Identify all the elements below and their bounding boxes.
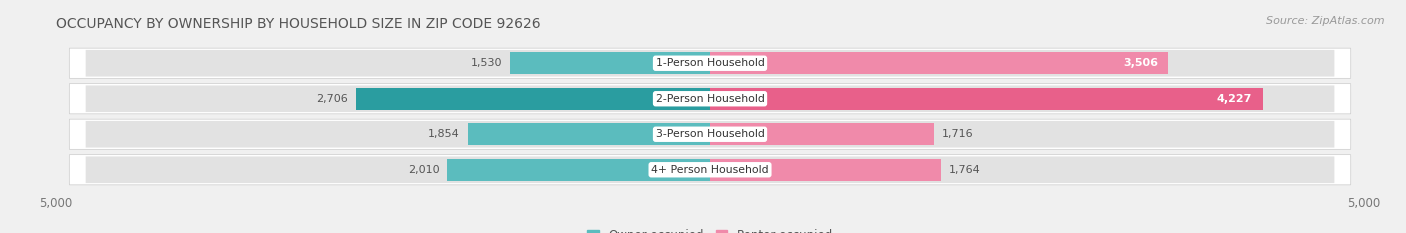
FancyBboxPatch shape [86, 156, 1334, 183]
Bar [356, 88, 710, 110]
Text: 2-Person Household: 2-Person Household [655, 94, 765, 104]
Bar [468, 123, 710, 145]
Text: 1,530: 1,530 [471, 58, 502, 68]
Bar [710, 88, 1263, 110]
Legend: Owner-occupied, Renter-occupied: Owner-occupied, Renter-occupied [586, 229, 834, 233]
Text: 4,227: 4,227 [1218, 94, 1253, 104]
Text: 3-Person Household: 3-Person Household [655, 129, 765, 139]
FancyBboxPatch shape [86, 121, 1334, 147]
FancyBboxPatch shape [69, 119, 1351, 149]
Text: OCCUPANCY BY OWNERSHIP BY HOUSEHOLD SIZE IN ZIP CODE 92626: OCCUPANCY BY OWNERSHIP BY HOUSEHOLD SIZE… [56, 17, 541, 31]
Text: Source: ZipAtlas.com: Source: ZipAtlas.com [1267, 16, 1385, 26]
FancyBboxPatch shape [86, 86, 1334, 112]
Text: 1,764: 1,764 [949, 165, 980, 175]
Text: 1,716: 1,716 [942, 129, 974, 139]
Bar [710, 52, 1168, 74]
Bar [710, 123, 935, 145]
Text: 2,706: 2,706 [316, 94, 349, 104]
Text: 4+ Person Household: 4+ Person Household [651, 165, 769, 175]
Bar [510, 52, 710, 74]
Text: 3,506: 3,506 [1123, 58, 1159, 68]
Text: 2,010: 2,010 [408, 165, 439, 175]
Bar [447, 159, 710, 181]
Text: 1-Person Household: 1-Person Household [655, 58, 765, 68]
Bar [710, 159, 941, 181]
FancyBboxPatch shape [69, 84, 1351, 114]
FancyBboxPatch shape [86, 50, 1334, 77]
FancyBboxPatch shape [69, 48, 1351, 78]
Text: 1,854: 1,854 [427, 129, 460, 139]
FancyBboxPatch shape [69, 155, 1351, 185]
